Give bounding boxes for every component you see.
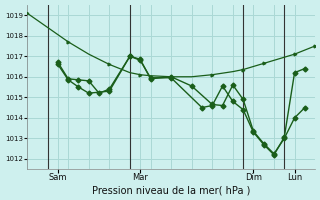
X-axis label: Pression niveau de la mer( hPa ): Pression niveau de la mer( hPa ) xyxy=(92,185,250,195)
